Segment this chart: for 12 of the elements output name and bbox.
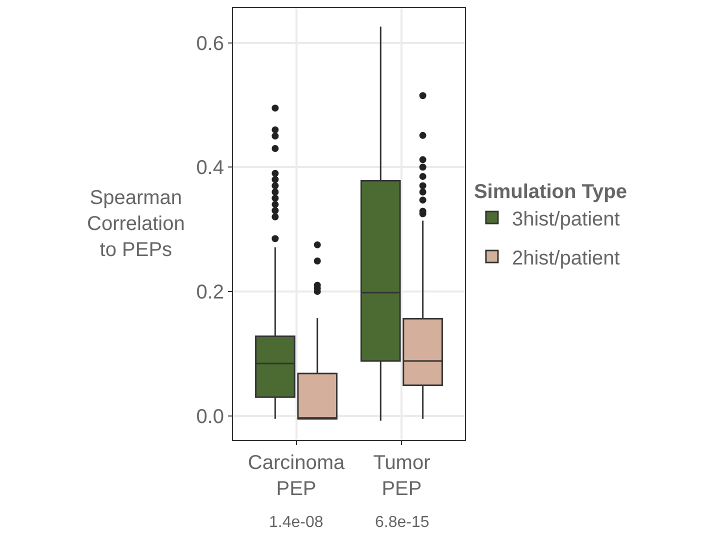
x-tick-label: Carcinoma PEP	[248, 452, 346, 500]
legend-label: 2hist/patient	[512, 247, 620, 270]
y-tick-label: 0.0	[196, 406, 224, 428]
y-tick-label: 0.6	[196, 32, 224, 55]
y-tick-label: 0.4	[196, 157, 224, 180]
x-tick-label: Tumor PEP	[373, 452, 431, 500]
legend-label: 3hist/patient	[512, 208, 620, 230]
legend-title: Simulation Type	[474, 181, 627, 203]
y-tick-label: 0.2	[196, 281, 224, 304]
y-axis-title: Spearman Correlation to PEPs	[87, 187, 185, 261]
text: 6.8e-15	[375, 514, 430, 531]
text: 1.4e-08	[269, 514, 324, 531]
